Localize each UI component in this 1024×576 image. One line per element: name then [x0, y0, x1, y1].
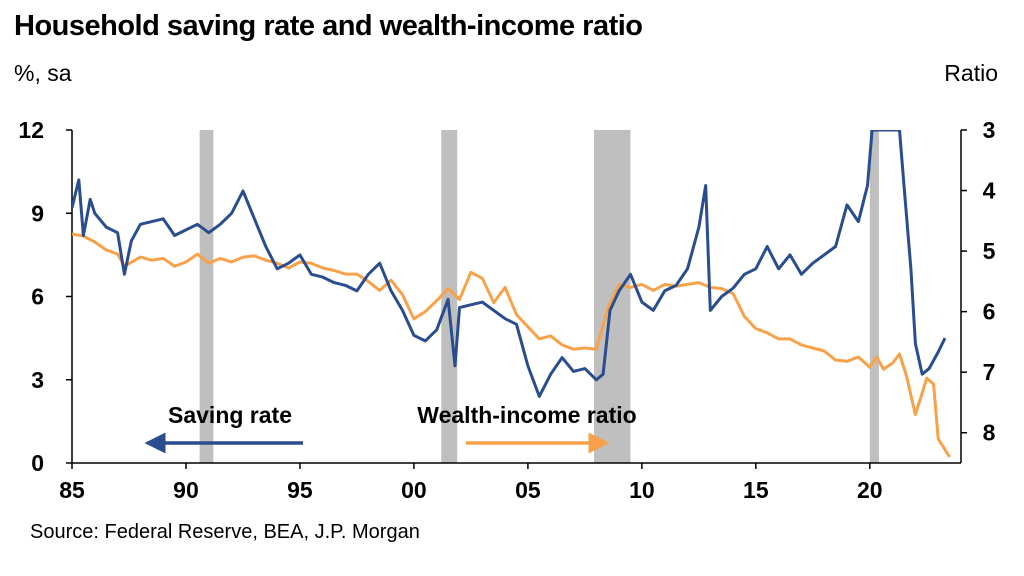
left-axis-tick-label: 0: [31, 450, 44, 476]
right-axis-tick-label: 5: [983, 238, 996, 264]
x-axis-tick-label: 05: [515, 477, 541, 503]
recession-band: [441, 130, 458, 463]
x-axis-tick-label: 15: [743, 477, 769, 503]
x-axis-tick-label: 95: [287, 477, 313, 503]
saving-rate-annotation: Saving rate: [168, 402, 292, 428]
saving-rate-line: [72, 130, 947, 398]
wealth-income-ratio-line: [72, 232, 951, 458]
left-axis-tick-label: 3: [31, 367, 44, 393]
chart-title: Household saving rate and wealth-income …: [14, 10, 643, 42]
right-axis-tick-label: 7: [983, 359, 996, 385]
x-axis-tick-label: 85: [59, 477, 85, 503]
left-axis-tick-label: 12: [18, 117, 44, 143]
recession-band: [869, 130, 879, 463]
x-axis-tick-label: 20: [857, 477, 883, 503]
left-axis-tick-label: 6: [31, 284, 44, 310]
left-axis-tick-label: 9: [31, 200, 44, 226]
left-axis-unit-label: %, sa: [14, 60, 72, 86]
wealth-income-ratio-annotation: Wealth-income ratio: [417, 402, 636, 428]
source-note: Source: Federal Reserve, BEA, J.P. Morga…: [30, 521, 420, 543]
recession-band: [199, 130, 214, 463]
right-axis-tick-label: 3: [983, 117, 996, 143]
right-axis-tick-label: 8: [983, 420, 996, 446]
x-axis-tick-label: 90: [173, 477, 199, 503]
series-group: [72, 130, 951, 458]
right-axis-unit-label: Ratio: [944, 60, 998, 86]
right-axis-tick-label: 4: [983, 178, 996, 204]
x-axis-tick-label: 10: [629, 477, 655, 503]
right-axis-tick-label: 6: [983, 299, 996, 325]
x-axis-tick-label: 00: [401, 477, 427, 503]
